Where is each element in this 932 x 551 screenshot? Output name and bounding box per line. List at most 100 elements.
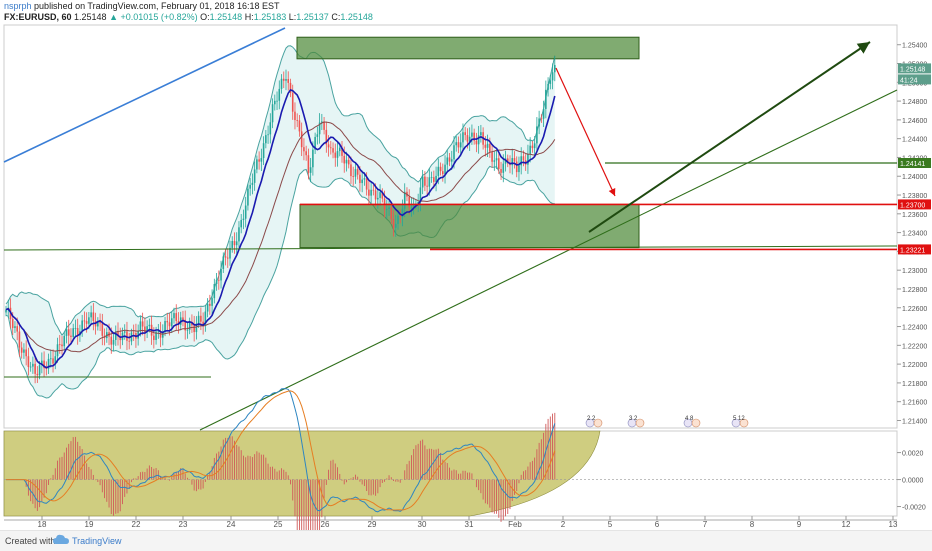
time-axis-label: 5	[608, 520, 613, 529]
supply-demand-zone	[296, 36, 640, 60]
candle-body	[175, 313, 178, 322]
event-count-label: 2 2	[587, 416, 596, 422]
countdown-label: 41:24	[900, 77, 918, 84]
economic-event-icon[interactable]	[593, 418, 603, 428]
candle-body	[27, 356, 30, 368]
candle-body	[518, 165, 520, 173]
candle-body	[157, 331, 160, 333]
candle-body	[401, 208, 404, 217]
price-axis-label: 1.22200	[902, 343, 927, 350]
tradingview-brand[interactable]: TradingView	[72, 536, 122, 546]
candle-body	[352, 176, 354, 177]
candle-body	[466, 135, 469, 142]
candle-body	[29, 366, 32, 368]
macd-signal-line	[6, 390, 556, 511]
red-projection-arrow	[555, 67, 616, 197]
candle-body	[47, 358, 50, 369]
green-level-label: 1.24141	[900, 161, 925, 168]
candle-body	[374, 190, 377, 200]
price-axis-label: 1.24000	[902, 174, 927, 181]
candle-body	[287, 79, 290, 83]
bollinger-upper-line	[5, 45, 556, 336]
candle-body	[542, 108, 545, 119]
candle-body	[531, 145, 534, 149]
candle-body	[533, 143, 536, 149]
candle-body	[417, 201, 419, 204]
candle-body	[97, 321, 99, 327]
candle-body	[215, 279, 218, 284]
price-axis-label: 1.23800	[902, 193, 927, 200]
candle-body	[36, 373, 39, 376]
economic-event-icon[interactable]	[635, 418, 645, 428]
candle-body	[229, 247, 231, 259]
time-axis-label: 9	[797, 520, 802, 529]
candle-body	[412, 205, 415, 207]
economic-event-icon[interactable]	[739, 418, 749, 428]
candle-body	[88, 317, 90, 324]
candle-body	[486, 143, 489, 148]
candle-body	[278, 88, 281, 101]
candle-body	[271, 104, 274, 123]
candle-body	[173, 313, 175, 319]
candle-body	[209, 303, 211, 306]
current-price-label-bg	[898, 63, 931, 74]
price-axis-label: 1.22600	[902, 306, 927, 313]
time-axis-label: 18	[38, 520, 47, 529]
candle-body	[419, 187, 422, 202]
last-price: 1.25148	[74, 12, 107, 22]
candle-body	[388, 207, 390, 209]
candle-body	[361, 179, 363, 184]
candle-body	[325, 129, 328, 145]
candle-body	[50, 358, 52, 360]
price-axis-label: 1.23600	[902, 212, 927, 219]
candle-body	[330, 147, 332, 149]
candle-body	[312, 149, 314, 168]
candle-body	[202, 321, 204, 326]
candle-body	[112, 339, 115, 345]
candle-body	[193, 325, 195, 333]
candle-body	[139, 321, 142, 332]
economic-event-icon[interactable]	[691, 418, 701, 428]
time-axis-label: 22	[132, 520, 141, 529]
open-value: 1.25148	[209, 12, 243, 22]
candle-body	[464, 132, 466, 136]
price-axis-label: 1.22800	[902, 287, 927, 294]
time-axis-label: Feb	[508, 520, 522, 529]
candle-body	[471, 132, 473, 137]
green-support-line	[3, 245, 898, 251]
candle-body	[213, 283, 216, 299]
red-level-label-upper-bg	[898, 199, 931, 210]
blue-trend-line	[3, 27, 286, 163]
price-axis-label: 1.24800	[902, 99, 927, 106]
candle-body	[379, 192, 381, 198]
candle-body	[244, 205, 247, 219]
candle-body	[168, 322, 171, 327]
candle-body	[195, 323, 198, 333]
candle-body	[480, 132, 482, 136]
candle-body	[457, 142, 460, 148]
candle-body	[502, 163, 505, 173]
candle-body	[341, 147, 343, 156]
author-name[interactable]: nsprph	[4, 1, 32, 11]
candle-body	[381, 192, 384, 199]
candle-body	[298, 120, 301, 132]
macd-axis-label: -0.0020	[902, 505, 926, 512]
candle-body	[146, 326, 148, 333]
candle-body	[307, 155, 310, 173]
candle-body	[61, 344, 63, 347]
candle-body	[332, 148, 334, 153]
candle-body	[233, 240, 236, 246]
candle-body	[350, 164, 352, 177]
candle-body	[285, 79, 287, 81]
candle-body	[549, 80, 552, 84]
candle-body	[11, 319, 14, 329]
candle-body	[90, 312, 92, 318]
candle-body	[249, 184, 251, 189]
candle-body	[200, 315, 202, 322]
slow-moving-average-line	[5, 121, 556, 353]
candle-body	[426, 185, 428, 187]
candle-body	[309, 167, 312, 173]
candle-body	[159, 331, 162, 338]
candle-body	[446, 157, 449, 165]
